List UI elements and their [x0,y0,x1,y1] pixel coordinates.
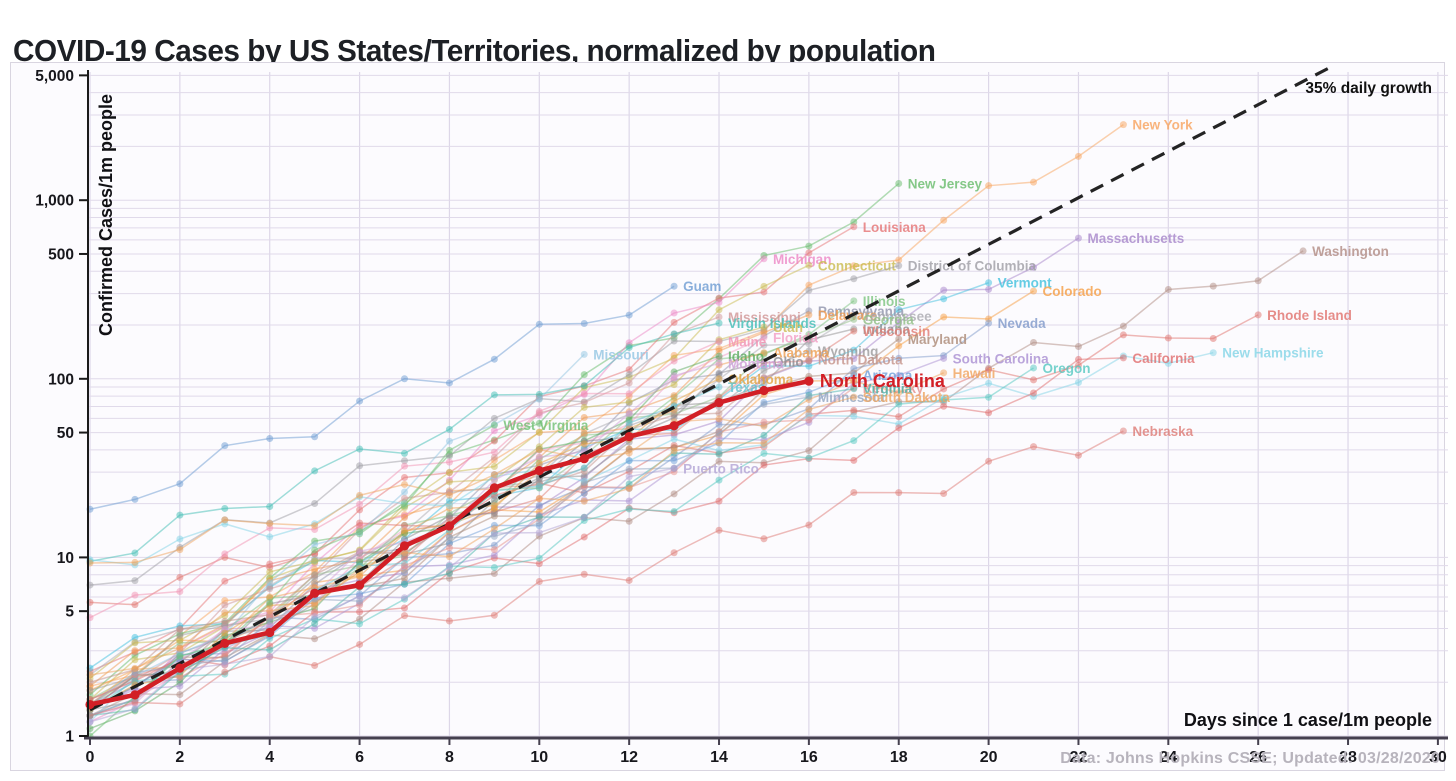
series-label: Maryland [908,332,967,347]
x-tick-label: 28 [1339,749,1357,766]
series-label: Oklahoma [728,372,794,387]
x-axis-title: Days since 1 case/1m people [1184,710,1432,730]
y-tick-label: 10 [57,550,74,567]
series-label: South Dakota [863,390,950,405]
x-tick-label: 18 [890,749,908,766]
series-label: Hawaii [953,366,996,381]
series-label: New York [1132,118,1193,133]
series-label: South Carolina [953,351,1049,366]
gridlines [88,72,1448,738]
reference-line-label: 35% daily growth [1305,80,1432,97]
chart-card [10,62,1445,771]
series-label: Arizona [863,368,913,383]
state-series: New York New Jersey Louisiana Massachusetts… [86,118,1389,740]
series-virgin-islands: Virgin Islands [86,316,816,565]
x-tick-label: 14 [710,749,728,766]
highlight-series-north-carolina: North Carolina [85,371,946,710]
series-label: West Virginia [503,418,589,433]
x-tick-label: 26 [1249,749,1267,766]
series-label: Utah [773,320,803,335]
series-label: California [1132,351,1195,366]
series-label: Virginia [863,382,913,397]
series-label: Montana [728,356,784,371]
series-label: Pennsylvania [818,304,905,319]
series-label: Kentucky [863,381,924,396]
series-label: Oregon [1043,361,1091,376]
y-axis-title: Confirmed Cases/1m people [96,94,116,336]
series-connecticut: Connecticut [86,258,897,704]
series-label: Missouri [593,347,649,362]
x-tick-label: 30 [1429,749,1447,766]
x-tick-label: 4 [265,749,274,766]
series-label: North Dakota [818,353,903,368]
series-label: Florida [773,331,818,346]
x-tick-label: 6 [355,749,364,766]
series-label: Nebraska [1132,424,1193,439]
y-tick-label: 5 [65,604,74,621]
series-nebraska: Nebraska [86,424,1194,720]
series-new-jersey: New Jersey [86,177,983,699]
reference-line: 35% daily growth [89,63,1432,712]
series-label: Connecticut [818,258,897,273]
series-label: Guam [683,279,721,294]
page-title: COVID-19 Cases by US States/Territories,… [13,32,936,68]
series-hawaii: Hawaii [86,366,996,567]
series-label: Massachusetts [1087,231,1184,246]
y-tick-label: 1,000 [35,193,74,210]
series-guam: Guam [86,279,721,513]
series-label: District of Columbia [908,259,1037,274]
series-missouri: Missouri [86,347,649,726]
series-label: New Jersey [908,177,983,192]
series-puerto-rico: Puerto Rico [86,461,759,726]
y-tick-label: 5,000 [35,68,74,85]
x-tick-label: 16 [800,749,818,766]
y-tick-label: 100 [48,371,74,388]
x-tick-label: 8 [445,749,454,766]
series-label: Puerto Rico [683,461,759,476]
x-tick-label: 0 [86,749,95,766]
y-tick-label: 50 [57,425,74,442]
data-source-note: Data: Johns Hopkins CSSE; Updated: 03/28… [1060,750,1440,767]
x-tick-label: 12 [620,749,638,766]
series-label: Washington [1312,244,1389,259]
series-label: Maine [728,334,767,349]
series-label: Vermont [998,276,1053,291]
series-label: Mississippi [728,310,801,325]
series-label: Indiana [863,322,911,337]
series-label: Colorado [1043,284,1102,299]
x-tick-label: 10 [530,749,548,766]
series-label: Wyoming [818,344,879,359]
series-label: Delaware [818,308,878,323]
series-label: Wisconsin [863,324,930,339]
x-tick-label: 2 [175,749,184,766]
series-label: New Hampshire [1222,346,1324,361]
series-label: Tennessee [863,309,932,324]
y-tick-label: 500 [48,246,74,263]
series-label: Virgin Islands [728,316,816,331]
y-tick-label: 1 [65,729,74,746]
series-label: Michigan [773,252,832,267]
series-label: Ohio [773,354,804,369]
series-label: Idaho [728,349,764,364]
series-label: Rhode Island [1267,308,1352,323]
x-tick-label: 24 [1159,749,1177,766]
x-tick-label: 22 [1070,749,1088,766]
series-label: Georgia [863,312,915,327]
series-label: Nevada [998,316,1047,331]
highlight-label: North Carolina [820,371,946,391]
series-label: Louisiana [863,220,927,235]
x-tick-label: 20 [980,749,998,766]
